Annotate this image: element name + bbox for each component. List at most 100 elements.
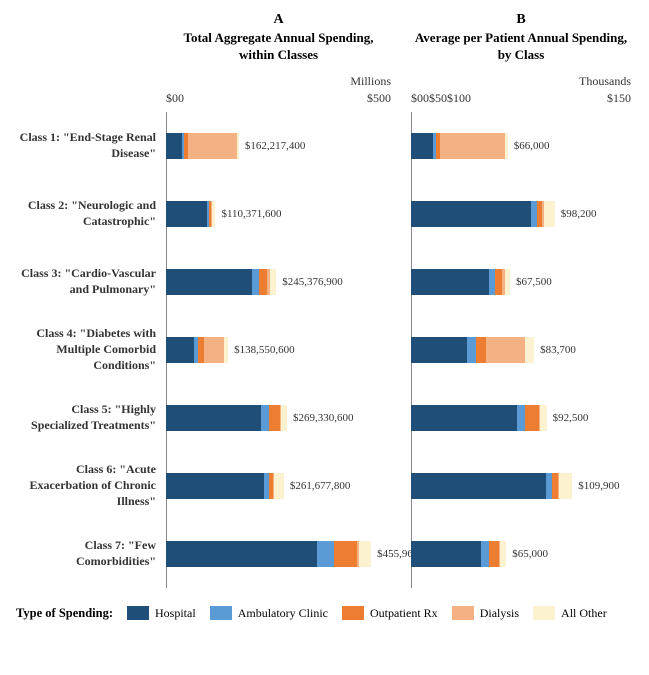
bar-segment-hospital bbox=[411, 337, 467, 363]
legend-label: Hospital bbox=[155, 606, 196, 621]
panel-a-bar-cell: $269,330,600 bbox=[166, 384, 391, 452]
panel-b-axis-mid1: $50 bbox=[429, 91, 447, 106]
bar-segment-all_other bbox=[274, 473, 283, 499]
bar-segment-dialysis bbox=[486, 337, 526, 363]
bar-segment-all_other bbox=[359, 541, 372, 567]
row-label: Class 4: "Diabetes with Multiple Comorbi… bbox=[16, 326, 166, 373]
bar-segment-all_other bbox=[505, 133, 508, 159]
panel-b-title-block: B Average per Patient Annual Spending, b… bbox=[411, 12, 631, 64]
bar-value-label: $92,500 bbox=[553, 412, 589, 424]
bar-segment-hospital bbox=[411, 541, 481, 567]
bar-value-label: $65,000 bbox=[512, 548, 548, 560]
bar-value-label: $67,500 bbox=[516, 276, 552, 288]
data-row: Class 6: "Acute Exacerbation of Chronic … bbox=[16, 452, 633, 520]
data-row: Class 5: "Highly Specialized Treatments"… bbox=[16, 384, 633, 452]
panel-b-letter: B bbox=[411, 12, 631, 28]
panel-b-bar-cell: $66,000 bbox=[411, 112, 631, 180]
bar-segment-ambulatory bbox=[252, 269, 259, 295]
bar: $110,371,600 bbox=[166, 201, 282, 227]
panel-b-axis-unit: Thousands bbox=[579, 74, 631, 89]
bar-segment-outpatient_rx bbox=[476, 337, 486, 363]
bar-segment-ambulatory bbox=[317, 541, 334, 567]
panel-b-axis-end: $150 bbox=[607, 91, 631, 106]
bar-value-label: $110,371,600 bbox=[221, 208, 281, 220]
bar-segment-hospital bbox=[166, 337, 194, 363]
panel-a-bar-cell: $110,371,600 bbox=[166, 180, 391, 248]
legend-swatch-dialysis bbox=[452, 606, 474, 620]
legend-label: Outpatient Rx bbox=[370, 606, 438, 621]
bar: $245,376,900 bbox=[166, 269, 343, 295]
bar-segment-dialysis bbox=[188, 133, 238, 159]
panel-a-bar-cell: $162,217,400 bbox=[166, 112, 391, 180]
bar: $67,500 bbox=[411, 269, 552, 295]
bar-value-label: $269,330,600 bbox=[293, 412, 354, 424]
panel-a-axis-end: $500 bbox=[367, 91, 391, 106]
data-row: Class 2: "Neurologic and Catastrophic" $1… bbox=[16, 180, 633, 248]
axis-row: Millions $00 $500 Thousands $00 $50 $100… bbox=[16, 74, 633, 106]
legend-label: All Other bbox=[561, 606, 607, 621]
panel-b-bar-cell: $109,900 bbox=[411, 452, 631, 520]
bar-segment-ambulatory bbox=[261, 405, 269, 431]
bar-segment-dialysis bbox=[440, 133, 505, 159]
panel-a-axis-unit: Millions bbox=[350, 74, 391, 89]
panel-a-bar-cell: $245,376,900 bbox=[166, 248, 391, 316]
data-row: Class 3: "Cardio-Vascular and Pulmonary"… bbox=[16, 248, 633, 316]
bar-value-label: $245,376,900 bbox=[282, 276, 343, 288]
bar: $138,550,600 bbox=[166, 337, 295, 363]
legend-item-ambulatory: Ambulatory Clinic bbox=[210, 606, 328, 621]
panel-b-axis-mid2: $100 bbox=[447, 91, 471, 106]
legend-swatch-all_other bbox=[533, 606, 555, 620]
bar-segment-all_other bbox=[281, 405, 287, 431]
panel-b-bar-cell: $98,200 bbox=[411, 180, 631, 248]
bar-segment-hospital bbox=[411, 405, 517, 431]
panel-a-axis: Millions $00 $500 bbox=[166, 74, 391, 106]
bar-segment-outpatient_rx bbox=[489, 541, 499, 567]
bar-value-label: $138,550,600 bbox=[234, 344, 295, 356]
bar-segment-all_other bbox=[544, 201, 554, 227]
legend-label: Ambulatory Clinic bbox=[238, 606, 328, 621]
bar-value-label: $261,677,800 bbox=[290, 480, 351, 492]
bar-segment-hospital bbox=[411, 201, 531, 227]
legend-label: Dialysis bbox=[480, 606, 519, 621]
bar-segment-all_other bbox=[505, 269, 510, 295]
bar-segment-hospital bbox=[166, 133, 182, 159]
legend-item-outpatient_rx: Outpatient Rx bbox=[342, 606, 438, 621]
data-row: Class 7: "Few Comorbidities"$455,962,500… bbox=[16, 520, 633, 588]
legend-swatch-ambulatory bbox=[210, 606, 232, 620]
row-label: Class 5: "Highly Specialized Treatments" bbox=[16, 402, 166, 433]
bar-value-label: $98,200 bbox=[561, 208, 597, 220]
bar: $98,200 bbox=[411, 201, 596, 227]
bar-segment-outpatient_rx bbox=[525, 405, 538, 431]
bar-value-label: $162,217,400 bbox=[245, 140, 306, 152]
row-label: Class 2: "Neurologic and Catastrophic" bbox=[16, 198, 166, 229]
panel-a-bar-cell: $138,550,600 bbox=[166, 316, 391, 384]
bar-segment-dialysis bbox=[204, 337, 224, 363]
bar: $162,217,400 bbox=[166, 133, 305, 159]
bar-segment-all_other bbox=[224, 337, 229, 363]
bar-segment-hospital bbox=[166, 405, 261, 431]
bar-segment-hospital bbox=[411, 473, 546, 499]
legend: Type of Spending: HospitalAmbulatory Cli… bbox=[16, 606, 633, 621]
bar-segment-hospital bbox=[166, 201, 207, 227]
bar-segment-all_other bbox=[237, 133, 239, 159]
bar: $66,000 bbox=[411, 133, 550, 159]
bar-segment-all_other bbox=[270, 269, 276, 295]
bar: $261,677,800 bbox=[166, 473, 350, 499]
legend-item-dialysis: Dialysis bbox=[452, 606, 519, 621]
bar-value-label: $109,900 bbox=[578, 480, 619, 492]
row-label: Class 6: "Acute Exacerbation of Chronic … bbox=[16, 462, 166, 509]
bar-segment-ambulatory bbox=[517, 405, 526, 431]
panel-a-bar-cell: $261,677,800 bbox=[166, 452, 391, 520]
bar-segment-hospital bbox=[411, 269, 489, 295]
bar-segment-hospital bbox=[411, 133, 433, 159]
row-label: Class 3: "Cardio-Vascular and Pulmonary" bbox=[16, 266, 166, 297]
bar-segment-outpatient_rx bbox=[259, 269, 267, 295]
data-row: Class 1: "End-Stage Renal Disease"$162,2… bbox=[16, 112, 633, 180]
bar-segment-hospital bbox=[166, 473, 264, 499]
legend-item-hospital: Hospital bbox=[127, 606, 196, 621]
row-label: Class 7: "Few Comorbidities" bbox=[16, 538, 166, 569]
bar-segment-ambulatory bbox=[467, 337, 476, 363]
panel-a-bar-cell: $455,962,500 bbox=[166, 520, 391, 588]
bar-segment-outpatient_rx bbox=[495, 269, 502, 295]
panel-a-axis-start: $00 bbox=[166, 91, 184, 106]
